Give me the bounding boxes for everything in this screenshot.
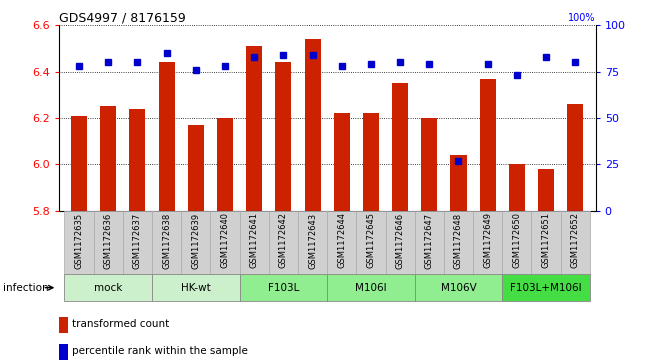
Text: GSM1172652: GSM1172652 (571, 212, 580, 269)
Bar (181, 211, 210, 274)
Text: GSM1172648: GSM1172648 (454, 212, 463, 269)
Bar (305, 39, 320, 211)
Bar (421, 118, 437, 211)
Bar (531, 211, 561, 274)
Text: infection: infection (3, 283, 49, 293)
Text: GSM1172645: GSM1172645 (367, 212, 376, 269)
Text: GSM1172646: GSM1172646 (396, 212, 405, 269)
Bar (450, 155, 467, 211)
Bar (123, 211, 152, 274)
Bar (561, 211, 590, 274)
Text: GSM1172650: GSM1172650 (512, 212, 521, 269)
Text: GSM1172637: GSM1172637 (133, 212, 142, 269)
Bar (567, 104, 583, 211)
Bar (385, 211, 415, 274)
Bar (473, 211, 503, 274)
Bar (356, 211, 385, 274)
Bar (100, 106, 117, 211)
Text: GSM1172635: GSM1172635 (74, 212, 83, 269)
Text: M106I: M106I (355, 283, 387, 293)
Bar (275, 62, 292, 211)
Bar (152, 211, 181, 274)
Text: GSM1172642: GSM1172642 (279, 212, 288, 269)
Text: GSM1172639: GSM1172639 (191, 212, 201, 269)
Text: F103L+M106I: F103L+M106I (510, 283, 582, 293)
Bar (130, 109, 145, 211)
Bar (269, 211, 298, 274)
Bar (327, 211, 356, 274)
Bar (217, 118, 233, 211)
Bar (415, 274, 503, 301)
Bar (64, 211, 94, 274)
Text: transformed count: transformed count (72, 319, 169, 329)
Text: GDS4997 / 8176159: GDS4997 / 8176159 (59, 11, 186, 24)
Bar (159, 62, 174, 211)
Bar (503, 274, 590, 301)
Text: 100%: 100% (568, 13, 596, 23)
Bar (509, 164, 525, 211)
Bar (210, 211, 240, 274)
Text: F103L: F103L (268, 283, 299, 293)
Bar (538, 169, 554, 211)
Bar (59, 344, 68, 360)
Bar (298, 211, 327, 274)
Bar (71, 116, 87, 211)
Bar (187, 125, 204, 211)
Text: GSM1172649: GSM1172649 (483, 212, 492, 269)
Bar (240, 274, 327, 301)
Bar (152, 274, 240, 301)
Text: GSM1172644: GSM1172644 (337, 212, 346, 269)
Text: GSM1172651: GSM1172651 (542, 212, 551, 269)
Bar (334, 113, 350, 211)
Bar (94, 211, 123, 274)
Bar (240, 211, 269, 274)
Text: percentile rank within the sample: percentile rank within the sample (72, 346, 248, 356)
Text: GSM1172638: GSM1172638 (162, 212, 171, 269)
Text: M106V: M106V (441, 283, 477, 293)
Bar (444, 211, 473, 274)
Bar (503, 211, 531, 274)
Bar (363, 113, 379, 211)
Bar (392, 83, 408, 211)
Bar (246, 46, 262, 211)
Text: GSM1172641: GSM1172641 (249, 212, 258, 269)
Bar (415, 211, 444, 274)
Text: HK-wt: HK-wt (181, 283, 211, 293)
Text: GSM1172640: GSM1172640 (221, 212, 229, 269)
Bar (327, 274, 415, 301)
Text: GSM1172636: GSM1172636 (104, 212, 113, 269)
Text: GSM1172647: GSM1172647 (425, 212, 434, 269)
Bar (59, 317, 68, 333)
Text: mock: mock (94, 283, 122, 293)
Bar (480, 79, 495, 211)
Text: GSM1172643: GSM1172643 (308, 212, 317, 269)
Bar (64, 274, 152, 301)
